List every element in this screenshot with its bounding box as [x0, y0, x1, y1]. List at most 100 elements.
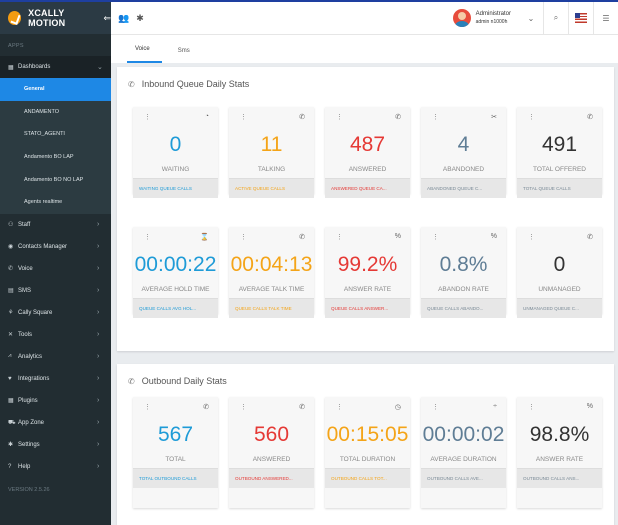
sidebar-subitem-agents-realtime[interactable]: Agents realtime: [0, 190, 111, 214]
stat-footer-link[interactable]: OUTBOUND CALLS TOT...: [325, 468, 410, 488]
more-vert-icon[interactable]: ⋮: [528, 234, 535, 241]
card-header: ⋮ ✆: [325, 107, 410, 129]
stat-card[interactable]: ⋮ ✆ 487 ANSWERED ANSWERED QUEUE CA...: [325, 107, 410, 198]
menu-toggle-icon[interactable]: ⇐: [103, 12, 111, 23]
tab-voice[interactable]: Voice: [127, 46, 162, 63]
stat-label: ABANDON RATE: [438, 286, 489, 293]
search-icon[interactable]: ⌕: [553, 13, 559, 22]
stat-card[interactable]: ⋮% 98.8% ANSWER RATE OUTBOUND CALLS ANS...: [517, 397, 602, 508]
more-vert-icon[interactable]: ⋮: [336, 234, 343, 241]
stat-card[interactable]: ⋮ ✂ 4 ABANDONED ABANDONED QUEUE C...: [421, 107, 506, 198]
chevron-right-icon: ›: [97, 441, 100, 449]
more-vert-icon[interactable]: ⋮: [240, 114, 247, 121]
stat-value: 567: [157, 423, 194, 446]
us-flag-icon[interactable]: [575, 13, 587, 23]
more-vert-icon[interactable]: ⋮: [240, 234, 247, 241]
tab-sms[interactable]: Sms: [177, 48, 190, 54]
stat-footer-link[interactable]: QUEUE CALLS ABANDO...: [421, 298, 506, 318]
more-vert-icon[interactable]: ⋮: [432, 234, 439, 241]
sidebar-item-label: SMS: [18, 287, 32, 294]
sidebar-subitem-andamento[interactable]: ANDAMENTO: [0, 100, 111, 124]
people-icon[interactable]: 👥: [118, 12, 130, 23]
stat-footer-link[interactable]: WAITING QUEUE CALLS: [133, 178, 218, 198]
sidebar-item-integrations[interactable]: ♥ Integrations ›: [0, 368, 111, 390]
stat-card[interactable]: ⋮% 0.8% ABANDON RATE QUEUE CALLS ABANDO...: [421, 227, 506, 318]
chevron-right-icon: ›: [97, 375, 100, 383]
sidebar-subitem-andamento-bo-lap[interactable]: Andamento BO LAP: [0, 145, 111, 169]
avatar[interactable]: [452, 9, 471, 27]
chevron-down-icon[interactable]: ⌄: [527, 13, 535, 23]
sidebar-item-app-zone[interactable]: ⛟ App Zone ›: [0, 412, 111, 434]
stat-footer-link[interactable]: ACTIVE QUEUE CALLS: [229, 178, 314, 198]
user-menu[interactable]: Administrator admin n1000h: [476, 11, 511, 25]
more-vert-icon[interactable]: ⋮: [528, 114, 535, 121]
stat-card[interactable]: ⋮% 99.2% ANSWER RATE QUEUE CALLS ANSWER...: [325, 227, 410, 318]
gear-icon[interactable]: ✱: [136, 12, 144, 23]
more-vert-icon[interactable]: ⋮: [336, 114, 343, 121]
sidebar-item-plugins[interactable]: ▦ Plugins ›: [0, 390, 111, 412]
stat-label: TOTAL DURATION: [339, 456, 396, 463]
stat-card[interactable]: ⋮ ◔ 0 WAITING WAITING QUEUE CALLS: [133, 107, 218, 198]
sidebar-item-label: Analytics: [18, 353, 43, 360]
stat-footer-link[interactable]: ANSWERED QUEUE CA...: [325, 178, 410, 198]
more-vert-icon[interactable]: ⋮: [432, 114, 439, 121]
phone-icon: ✆: [8, 266, 14, 273]
stat-footer-link[interactable]: OUTBOUND CALLS AVE...: [421, 468, 506, 488]
more-vert-icon[interactable]: ⋮: [240, 404, 247, 411]
stat-card[interactable]: ⋮ ✆ 491 TOTAL OFFERED TOTAL QUEUE CALLS: [517, 107, 602, 198]
stat-value: 487: [349, 133, 386, 156]
sidebar-item-help[interactable]: ? Help ›: [0, 456, 111, 478]
sidebar-item-analytics[interactable]: ⩘ Analytics ›: [0, 346, 111, 368]
hourglass-circle-icon: ◔: [204, 113, 209, 120]
stat-label: WAITING: [161, 166, 190, 173]
card-header: ⋮ ✆: [517, 107, 602, 129]
more-vert-icon[interactable]: ⋮: [144, 114, 151, 121]
sidebar-item-tools[interactable]: ✕ Tools ›: [0, 324, 111, 346]
stat-footer-link[interactable]: TOTAL OUTBOUND CALLS: [133, 468, 218, 488]
more-vert-icon[interactable]: ⋮: [336, 404, 343, 411]
sidebar-item-staff[interactable]: ⚇ Staff ›: [0, 214, 111, 236]
sidebar-item-voice[interactable]: ✆ Voice ›: [0, 258, 111, 280]
sidebar-item-cally-square[interactable]: ⚘ Cally Square ›: [0, 302, 111, 324]
sidebar-item-contacts-manager[interactable]: ◉ Contacts Manager ›: [0, 236, 111, 258]
more-vert-icon[interactable]: ⋮: [432, 404, 439, 411]
stat-footer-link[interactable]: QUEUE CALLS ANSWER...: [325, 298, 410, 318]
sidebar-item-settings[interactable]: ✱ Settings ›: [0, 434, 111, 456]
more-vert-icon[interactable]: ⋮: [144, 404, 151, 411]
stat-card[interactable]: ⋮ ◷ 00:15:05 TOTAL DURATION OUTBOUND CALLS T…: [325, 397, 410, 508]
sidebar-subitem-stato-agenti[interactable]: STATO_AGENTI: [0, 123, 111, 146]
stat-footer-link[interactable]: UNMANAGED QUEUE C...: [517, 298, 602, 318]
stat-value: 00:04:13: [230, 253, 313, 276]
sidebar-subitem-general[interactable]: General: [0, 78, 111, 101]
stat-footer-link[interactable]: TOTAL QUEUE CALLS: [517, 178, 602, 198]
app-logo[interactable]: XCALLY MOTION ⇐: [0, 2, 111, 34]
stat-card[interactable]: ⋮ ⌛ 00:00:22 AVERAGE HOLD TIME QUEUE CALLS A…: [133, 227, 218, 318]
card-header: ⋮ ✆: [517, 227, 602, 249]
stat-card[interactable]: ⋮ ✆ 560 ANSWERED OUTBOUND ANSWERED...: [229, 397, 314, 508]
stat-card[interactable]: ⋮ ✆ 0 UNMANAGED UNMANAGED QUEUE C...: [517, 227, 602, 318]
stat-card[interactable]: ⋮ ✆ 11 TALKING ACTIVE QUEUE CALLS: [229, 107, 314, 198]
list-menu-icon[interactable]: ☰: [602, 13, 610, 23]
stat-value: 491: [541, 133, 578, 156]
stat-footer-link[interactable]: OUTBOUND CALLS ANS...: [517, 468, 602, 488]
stat-footer-link[interactable]: QUEUE CALLS AVG HOL...: [133, 298, 218, 318]
card-header: ⋮ ◔: [133, 107, 218, 129]
stat-card[interactable]: ⋮ ✆ 00:04:13 AVERAGE TALK TIME QUEUE CALLS T…: [229, 227, 314, 318]
stat-label: ANSWER RATE: [343, 286, 392, 293]
percent-icon: %: [586, 403, 593, 410]
stat-footer-link[interactable]: ABANDONED QUEUE C...: [421, 178, 506, 198]
stat-card[interactable]: ⋮ ÷ 00:00:02 AVERAGE DURATION OUTBOUND CALLS…: [421, 397, 506, 508]
stat-value: 11: [260, 133, 283, 156]
more-vert-icon[interactable]: ⋮: [528, 404, 535, 411]
stat-card[interactable]: ⋮ ✆ 567 TOTAL TOTAL OUTBOUND CALLS: [133, 397, 218, 508]
stat-footer-link[interactable]: QUEUE CALLS TALK TIME: [229, 298, 314, 318]
sidebar-item-sms[interactable]: ▤ SMS ›: [0, 280, 111, 302]
sidebar-item-dashboards[interactable]: ▦ Dashboards ⌄: [0, 56, 111, 78]
divider: [543, 2, 544, 34]
sidebar-subitem-andamento-bo-no-lap[interactable]: Andamento BO NO LAP: [0, 168, 111, 191]
tools-icon: ✕: [8, 332, 14, 339]
stat-footer-link[interactable]: OUTBOUND ANSWERED...: [229, 468, 314, 488]
more-vert-icon[interactable]: ⋮: [144, 234, 151, 241]
top-bar-right: Administrator admin n1000h ⌄ ⌕ ☰: [452, 2, 618, 34]
phone-in-talk-icon: ✆: [299, 234, 305, 241]
